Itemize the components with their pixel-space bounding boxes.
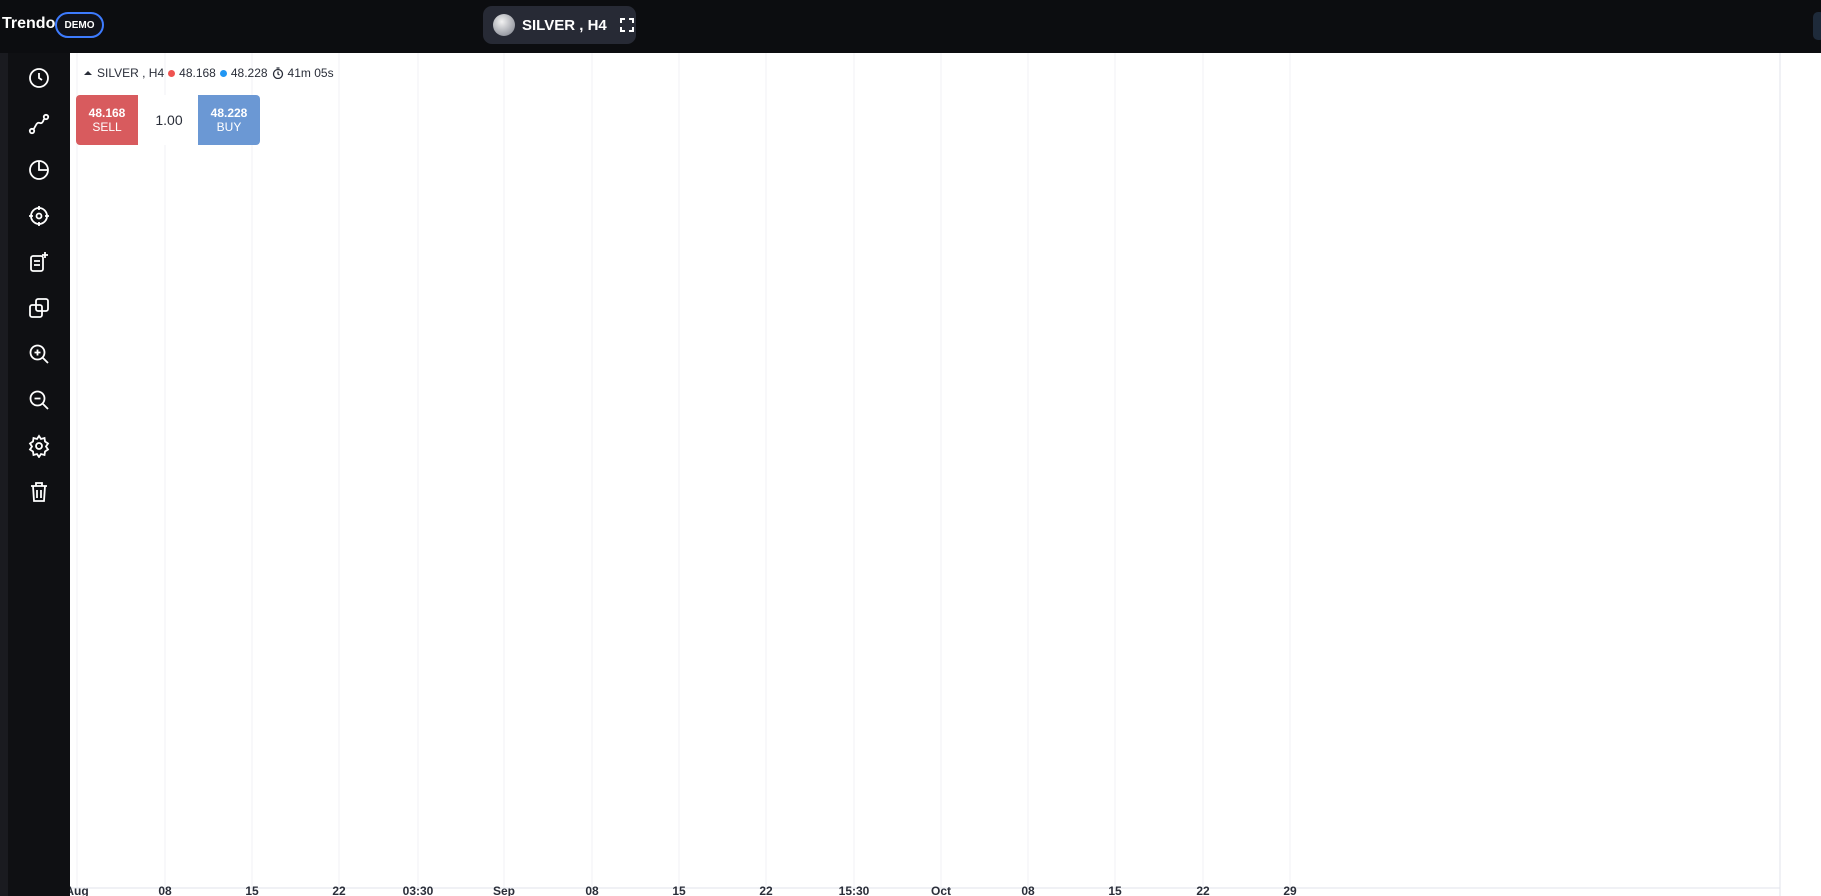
timer-icon: [272, 67, 283, 79]
chart-area[interactable]: 56.00055.00054.00053.00052.00051.00049.0…: [70, 53, 1821, 896]
ask-dot-icon: [219, 69, 227, 77]
add-note-icon[interactable]: [25, 248, 53, 276]
symbol-selector[interactable]: SILVER , H4: [483, 6, 636, 44]
legend-ask: 48.228: [230, 66, 268, 80]
buy-label: BUY: [216, 120, 242, 134]
symbol-label: SILVER , H4: [522, 16, 607, 34]
time-axis-label: 08: [585, 884, 599, 896]
settings-icon[interactable]: [25, 432, 53, 460]
zoom-in-icon[interactable]: [25, 340, 53, 368]
silver-coin-icon: [493, 14, 515, 36]
time-axis-label: 22: [759, 884, 773, 896]
legend-countdown: 41m 05s: [287, 66, 334, 80]
buy-price: 48.228: [210, 106, 248, 120]
price-chart[interactable]: 56.00055.00054.00053.00052.00051.00049.0…: [70, 53, 1821, 896]
drawing-toolbar: [0, 53, 70, 896]
bid-dot-icon: [168, 69, 176, 77]
pie-chart-icon[interactable]: [25, 156, 53, 184]
time-axis-label: 15: [245, 884, 259, 896]
target-icon[interactable]: [25, 202, 53, 230]
time-axis-label: 08: [1021, 884, 1035, 896]
time-axis-label: Oct: [931, 884, 951, 896]
legend-bid: 48.168: [179, 66, 216, 80]
top-bar: Trendo DEMO SILVER , H4: [0, 0, 1821, 53]
sell-button[interactable]: 48.168 SELL: [76, 95, 138, 145]
time-axis-label: 22: [1196, 884, 1210, 896]
account-button[interactable]: [1813, 12, 1821, 40]
time-axis-label: 15: [1108, 884, 1122, 896]
clock-icon[interactable]: [25, 64, 53, 92]
price-axis: [1780, 53, 1821, 896]
brand-logo: Trendo: [2, 15, 56, 32]
chart-legend: SILVER , H4 48.168 48.228 41m 05s: [83, 66, 334, 80]
collapse-caret-icon[interactable]: [83, 68, 93, 78]
quantity-input[interactable]: 1.00: [138, 95, 200, 145]
time-axis-label: Sep: [493, 884, 515, 896]
sidebar-edge: [0, 53, 8, 896]
trendline-icon[interactable]: [25, 110, 53, 138]
time-axis-label: 03:30: [403, 884, 434, 896]
time-axis-label: 29: [1283, 884, 1297, 896]
sell-price: 48.168: [88, 106, 126, 120]
time-axis-label: 15:30: [839, 884, 870, 896]
fullscreen-icon[interactable]: [619, 17, 635, 33]
time-axis-label: 22: [332, 884, 346, 896]
buy-button[interactable]: 48.228 BUY: [198, 95, 260, 145]
time-axis-label: 15: [672, 884, 686, 896]
copy-icon[interactable]: [25, 294, 53, 322]
sell-label: SELL: [92, 120, 122, 134]
trash-icon[interactable]: [25, 478, 53, 506]
demo-badge[interactable]: DEMO: [55, 12, 104, 38]
zoom-out-icon[interactable]: [25, 386, 53, 414]
time-axis-label: 08: [158, 884, 172, 896]
legend-symbol: SILVER , H4: [97, 66, 165, 80]
time-axis-label: Aug: [70, 884, 89, 896]
